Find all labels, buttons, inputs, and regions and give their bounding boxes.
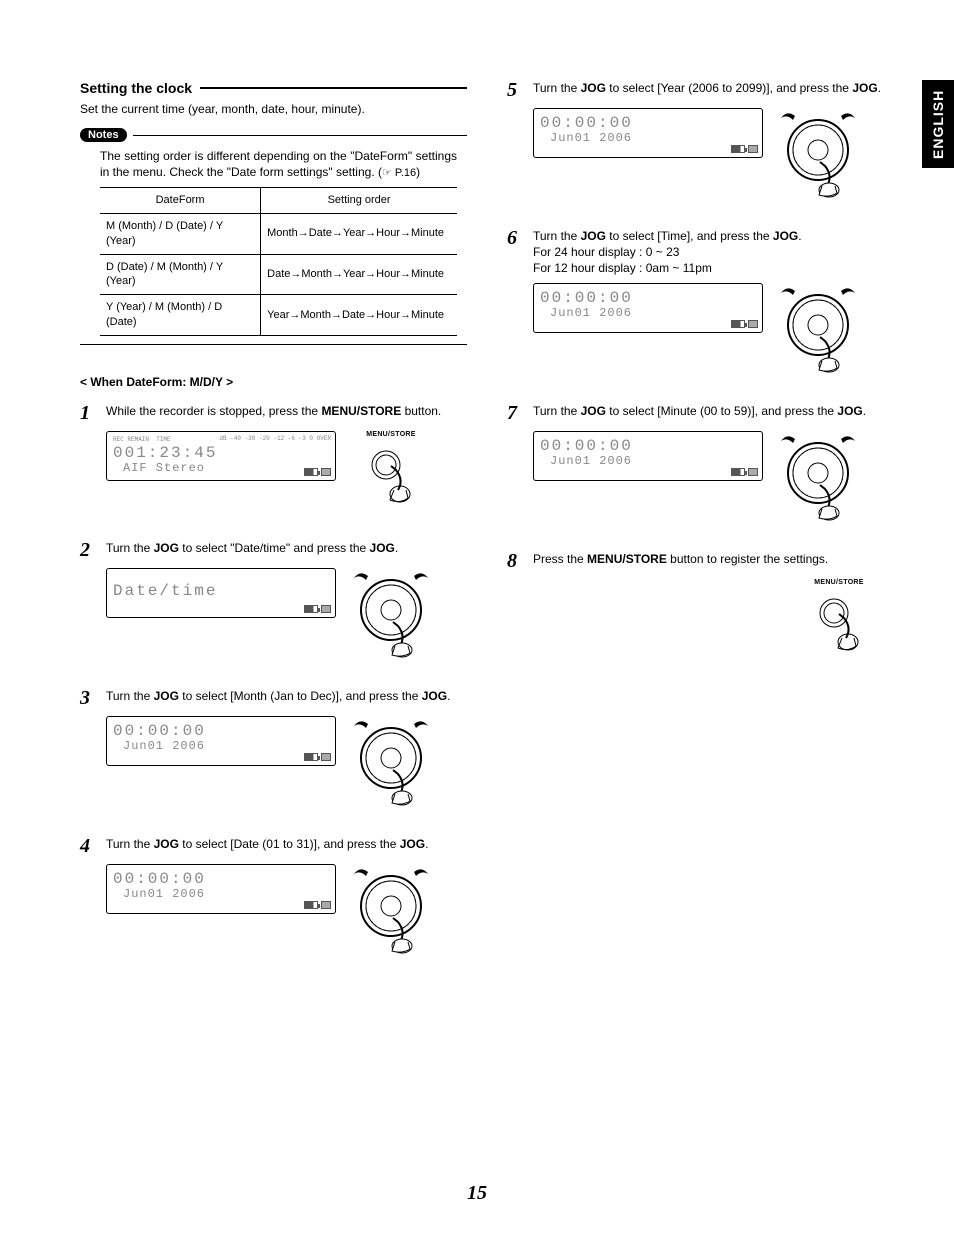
section-title: Setting the clock xyxy=(80,80,467,96)
notes-ref: ☞ P.16 xyxy=(382,167,416,179)
notes-header: Notes xyxy=(80,128,467,142)
step-8: 8 Press the MENU/STORE button to registe… xyxy=(507,551,894,571)
jog-icon xyxy=(777,283,859,373)
notes-badge: Notes xyxy=(80,128,127,142)
step-number: 7 xyxy=(507,403,533,423)
jog-icon xyxy=(350,568,432,658)
jog-icon xyxy=(777,431,859,521)
figure-step-6: 00:00:00 Jun01 2006 xyxy=(533,283,894,373)
jog-illustration xyxy=(346,716,436,806)
step-number: 5 xyxy=(507,80,533,100)
lcd-display: 00:00:00 Jun01 2006 xyxy=(533,431,763,481)
section-title-text: Setting the clock xyxy=(80,80,192,96)
cell: Y (Year) / M (Month) / D (Date) xyxy=(100,295,261,336)
cell: Date→Month→Year→Hour→Minute xyxy=(261,254,457,295)
lcd-display: 00:00:00 Jun01 2006 xyxy=(533,283,763,333)
step-5: 5 Turn the JOG to select [Year (2006 to … xyxy=(507,80,894,100)
menustore-illustration: MENU/STORE xyxy=(346,431,436,510)
step-number: 8 xyxy=(507,551,533,571)
step-2: 2 Turn the JOG to select "Date/time" and… xyxy=(80,540,467,560)
step-text: Turn the JOG to select [Year (2006 to 20… xyxy=(533,80,894,100)
jog-icon xyxy=(350,716,432,806)
step-text: Press the MENU/STORE button to register … xyxy=(533,551,894,571)
step-subtext: For 24 hour display : 0 ~ 23 xyxy=(533,244,894,260)
jog-illustration xyxy=(773,108,863,198)
cell: Month→Date→Year→Hour→Minute xyxy=(261,213,457,254)
step-subtext: For 12 hour display : 0am ~ 11pm xyxy=(533,260,894,276)
step-number: 2 xyxy=(80,540,106,560)
jog-illustration xyxy=(346,864,436,954)
figure-step-2: Date/time xyxy=(106,568,467,658)
step-1: 1 While the recorder is stopped, press t… xyxy=(80,403,467,423)
step-text: While the recorder is stopped, press the… xyxy=(106,403,467,423)
lcd-display: Date/time xyxy=(106,568,336,618)
step-number: 4 xyxy=(80,836,106,856)
figure-step-4: 00:00:00 Jun01 2006 xyxy=(106,864,467,954)
jog-illustration xyxy=(346,568,436,658)
jog-icon xyxy=(350,864,432,954)
subheading: < When DateForm: M/D/Y > xyxy=(80,375,467,389)
table-head-2: Setting order xyxy=(261,188,457,214)
dateform-table: DateForm Setting order M (Month) / D (Da… xyxy=(100,187,457,336)
step-text: Turn the JOG to select [Time], and press… xyxy=(533,228,894,277)
figure-step-1: REC REMAIN TIME dB -40 -30 -20 -12 -6 -3… xyxy=(106,431,467,510)
lcd-display: REC REMAIN TIME dB -40 -30 -20 -12 -6 -3… xyxy=(106,431,336,481)
intro-text: Set the current time (year, month, date,… xyxy=(80,102,467,116)
menustore-icon xyxy=(804,588,874,658)
step-text: Turn the JOG to select "Date/time" and p… xyxy=(106,540,467,560)
cell: Year→Month→Date→Hour→Minute xyxy=(261,295,457,336)
table-row: M (Month) / D (Date) / Y (Year)Month→Dat… xyxy=(100,213,457,254)
jog-illustration xyxy=(773,283,863,373)
table-row: D (Date) / M (Month) / Y (Year)Date→Mont… xyxy=(100,254,457,295)
jog-icon xyxy=(777,108,859,198)
cell: M (Month) / D (Date) / Y (Year) xyxy=(100,213,261,254)
step-7: 7 Turn the JOG to select [Minute (00 to … xyxy=(507,403,894,423)
menustore-illustration: MENU/STORE xyxy=(794,579,884,658)
figure-step-8: MENU/STORE xyxy=(507,579,894,658)
menustore-label: MENU/STORE xyxy=(814,579,864,586)
figure-step-3: 00:00:00 Jun01 2006 xyxy=(106,716,467,806)
step-text: Turn the JOG to select [Minute (00 to 59… xyxy=(533,403,894,423)
table-head-1: DateForm xyxy=(100,188,261,214)
step-6: 6 Turn the JOG to select [Time], and pre… xyxy=(507,228,894,277)
table-row: Y (Year) / M (Month) / D (Date)Year→Mont… xyxy=(100,295,457,336)
step-number: 3 xyxy=(80,688,106,708)
step-text: Turn the JOG to select [Date (01 to 31)]… xyxy=(106,836,467,856)
jog-illustration xyxy=(773,431,863,521)
menustore-label: MENU/STORE xyxy=(366,431,416,438)
lcd-display: 00:00:00 Jun01 2006 xyxy=(533,108,763,158)
step-number: 1 xyxy=(80,403,106,423)
menustore-icon xyxy=(356,440,426,510)
notes-body: The setting order is different depending… xyxy=(80,148,467,345)
step-number: 6 xyxy=(507,228,533,277)
left-column: Setting the clock Set the current time (… xyxy=(80,80,467,984)
step-3: 3 Turn the JOG to select [Month (Jan to … xyxy=(80,688,467,708)
figure-step-5: 00:00:00 Jun01 2006 xyxy=(533,108,894,198)
step-4: 4 Turn the JOG to select [Date (01 to 31… xyxy=(80,836,467,856)
figure-step-7: 00:00:00 Jun01 2006 xyxy=(533,431,894,521)
right-column: 5 Turn the JOG to select [Year (2006 to … xyxy=(507,80,894,984)
step-text: Turn the JOG to select [Month (Jan to De… xyxy=(106,688,467,708)
cell: D (Date) / M (Month) / Y (Year) xyxy=(100,254,261,295)
page-number: 15 xyxy=(0,1182,954,1205)
notes-text-2: ) xyxy=(416,165,420,179)
lcd-display: 00:00:00 Jun01 2006 xyxy=(106,864,336,914)
lcd-display: 00:00:00 Jun01 2006 xyxy=(106,716,336,766)
